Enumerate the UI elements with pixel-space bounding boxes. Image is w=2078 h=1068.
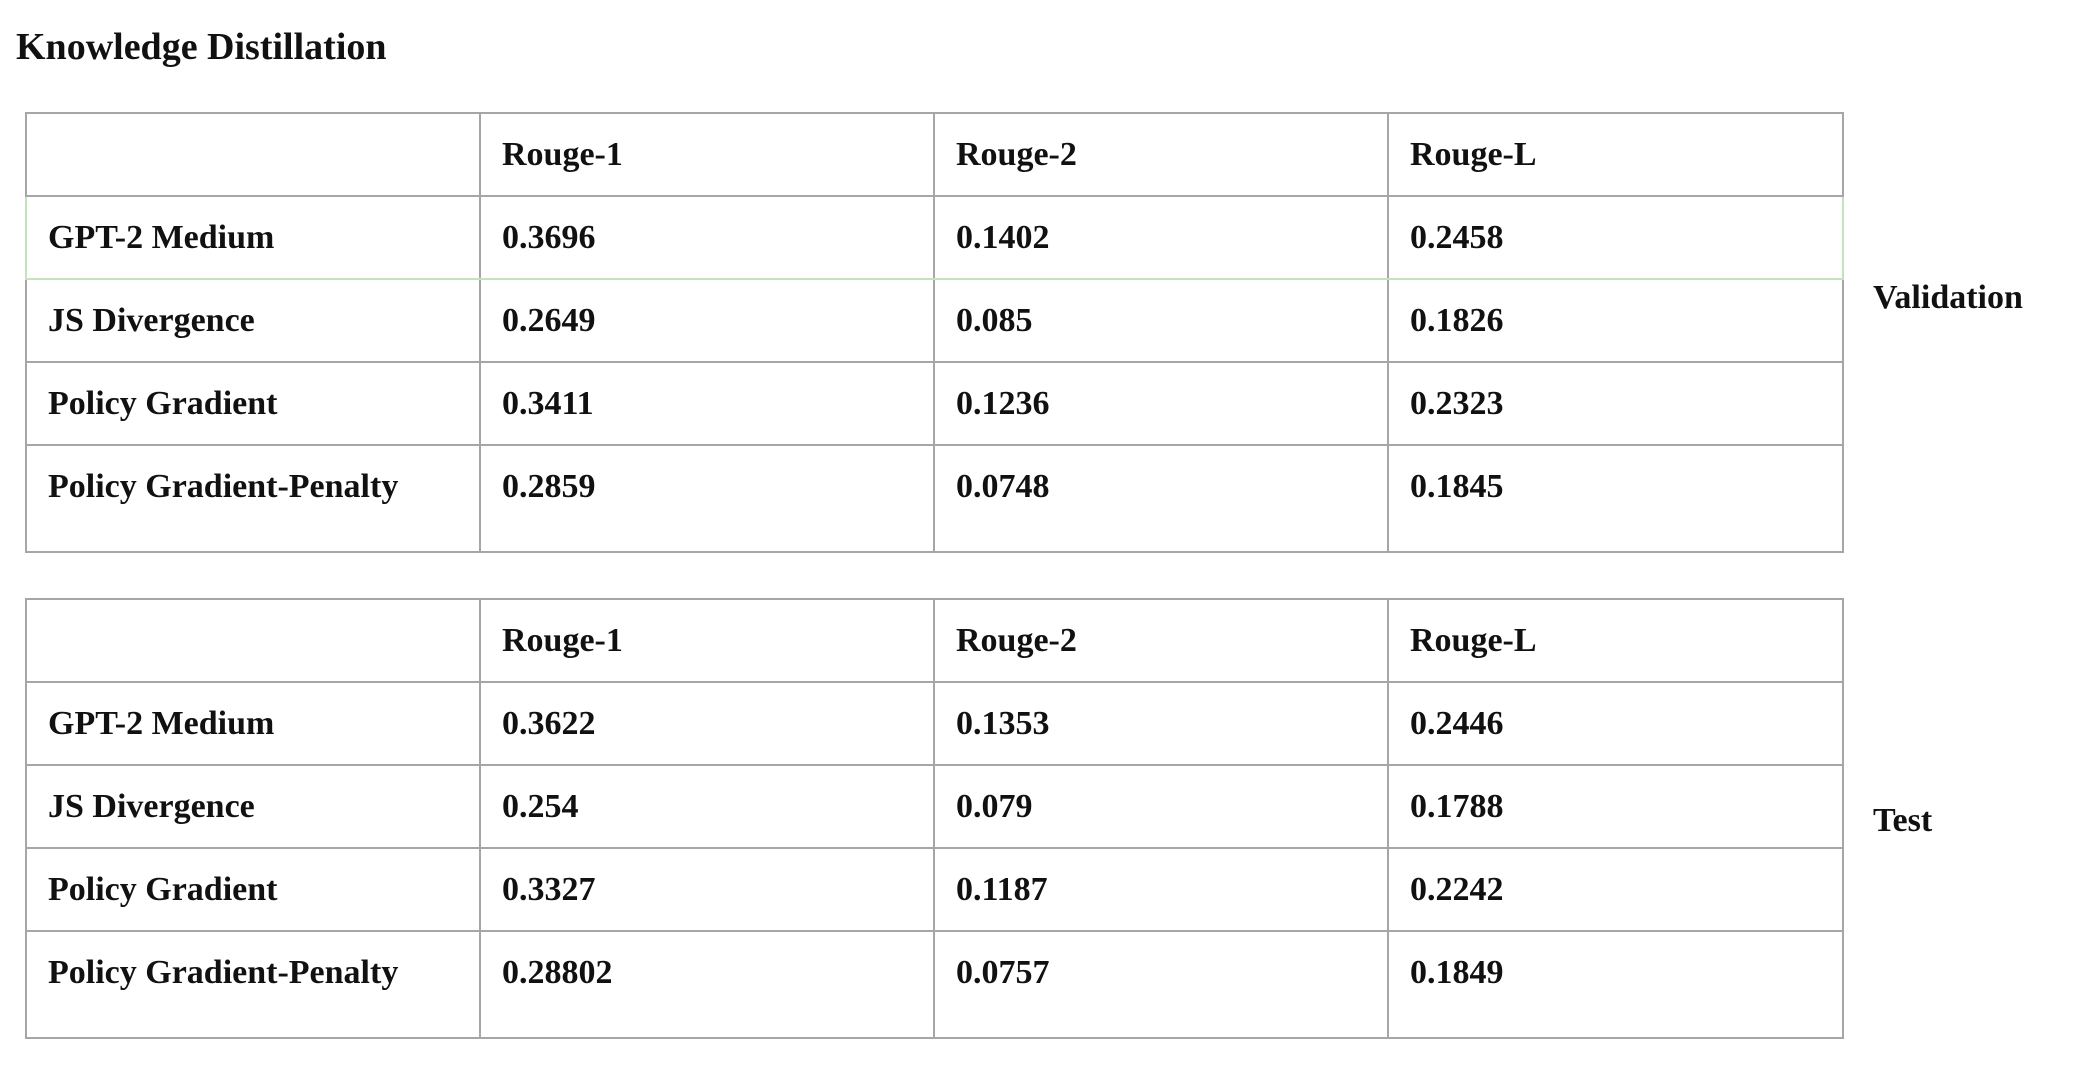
table-cell[interactable]: 0.2323	[1387, 361, 1844, 446]
table-row: Policy Gradient-Penalty 0.2859 0.0748 0.…	[25, 444, 1844, 553]
column-header-rouge-1[interactable]: Rouge-1	[479, 598, 935, 683]
column-header-rouge-1[interactable]: Rouge-1	[479, 112, 935, 197]
table-row: Policy Gradient 0.3411 0.1236 0.2323	[25, 361, 1844, 446]
table-row: GPT-2 Medium 0.3696 0.1402 0.2458	[25, 195, 1844, 280]
column-header-rouge-2[interactable]: Rouge-2	[933, 112, 1389, 197]
table-cell[interactable]: 0.0757	[933, 930, 1389, 1039]
table-cell[interactable]: 0.3622	[479, 681, 935, 766]
table-cell[interactable]: 0.3696	[479, 195, 935, 280]
table-row: JS Divergence 0.2649 0.085 0.1826	[25, 278, 1844, 363]
validation-label: Validation	[1873, 279, 2023, 316]
table-cell[interactable]: 0.1236	[933, 361, 1389, 446]
table-cell[interactable]: 0.2458	[1387, 195, 1844, 280]
test-label: Test	[1873, 802, 1933, 839]
table-cell[interactable]: 0.1187	[933, 847, 1389, 932]
row-header-cell[interactable]: GPT-2 Medium	[25, 195, 481, 280]
test-results-table: Rouge-1 Rouge-2 Rouge-L GPT-2 Medium 0.3…	[25, 598, 1844, 1039]
row-header-cell[interactable]: JS Divergence	[25, 764, 481, 849]
column-header-rouge-l[interactable]: Rouge-L	[1387, 112, 1844, 197]
row-header-cell[interactable]: JS Divergence	[25, 278, 481, 363]
table-row: Policy Gradient 0.3327 0.1187 0.2242	[25, 847, 1844, 932]
table-corner-cell[interactable]	[25, 112, 481, 197]
row-header-cell[interactable]: Policy Gradient	[25, 361, 481, 446]
table-row: GPT-2 Medium 0.3622 0.1353 0.2446	[25, 681, 1844, 766]
table-cell[interactable]: 0.1353	[933, 681, 1389, 766]
table-cell[interactable]: 0.1849	[1387, 930, 1844, 1039]
table-cell[interactable]: 0.28802	[479, 930, 935, 1039]
table-cell[interactable]: 0.0748	[933, 444, 1389, 553]
table-cell[interactable]: 0.3327	[479, 847, 935, 932]
table-cell[interactable]: 0.1788	[1387, 764, 1844, 849]
table-cell[interactable]: 0.3411	[479, 361, 935, 446]
table-cell[interactable]: 0.079	[933, 764, 1389, 849]
table-cell[interactable]: 0.2242	[1387, 847, 1844, 932]
table-cell[interactable]: 0.2649	[479, 278, 935, 363]
column-header-rouge-l[interactable]: Rouge-L	[1387, 598, 1844, 683]
table-header-row: Rouge-1 Rouge-2 Rouge-L	[25, 112, 1844, 197]
table-cell[interactable]: 0.254	[479, 764, 935, 849]
table-cell[interactable]: 0.1402	[933, 195, 1389, 280]
table-row: JS Divergence 0.254 0.079 0.1788	[25, 764, 1844, 849]
table-cell[interactable]: 0.2859	[479, 444, 935, 553]
table-cell[interactable]: 0.085	[933, 278, 1389, 363]
row-header-cell[interactable]: Policy Gradient-Penalty	[25, 930, 481, 1039]
table-cell[interactable]: 0.2446	[1387, 681, 1844, 766]
validation-results-table: Rouge-1 Rouge-2 Rouge-L GPT-2 Medium 0.3…	[25, 112, 1844, 553]
row-header-cell[interactable]: GPT-2 Medium	[25, 681, 481, 766]
page-title: Knowledge Distillation	[16, 26, 387, 68]
column-header-rouge-2[interactable]: Rouge-2	[933, 598, 1389, 683]
table-corner-cell[interactable]	[25, 598, 481, 683]
table-cell[interactable]: 0.1845	[1387, 444, 1844, 553]
row-header-cell[interactable]: Policy Gradient	[25, 847, 481, 932]
table-row: Policy Gradient-Penalty 0.28802 0.0757 0…	[25, 930, 1844, 1039]
table-header-row: Rouge-1 Rouge-2 Rouge-L	[25, 598, 1844, 683]
table-cell[interactable]: 0.1826	[1387, 278, 1844, 363]
row-header-cell[interactable]: Policy Gradient-Penalty	[25, 444, 481, 553]
